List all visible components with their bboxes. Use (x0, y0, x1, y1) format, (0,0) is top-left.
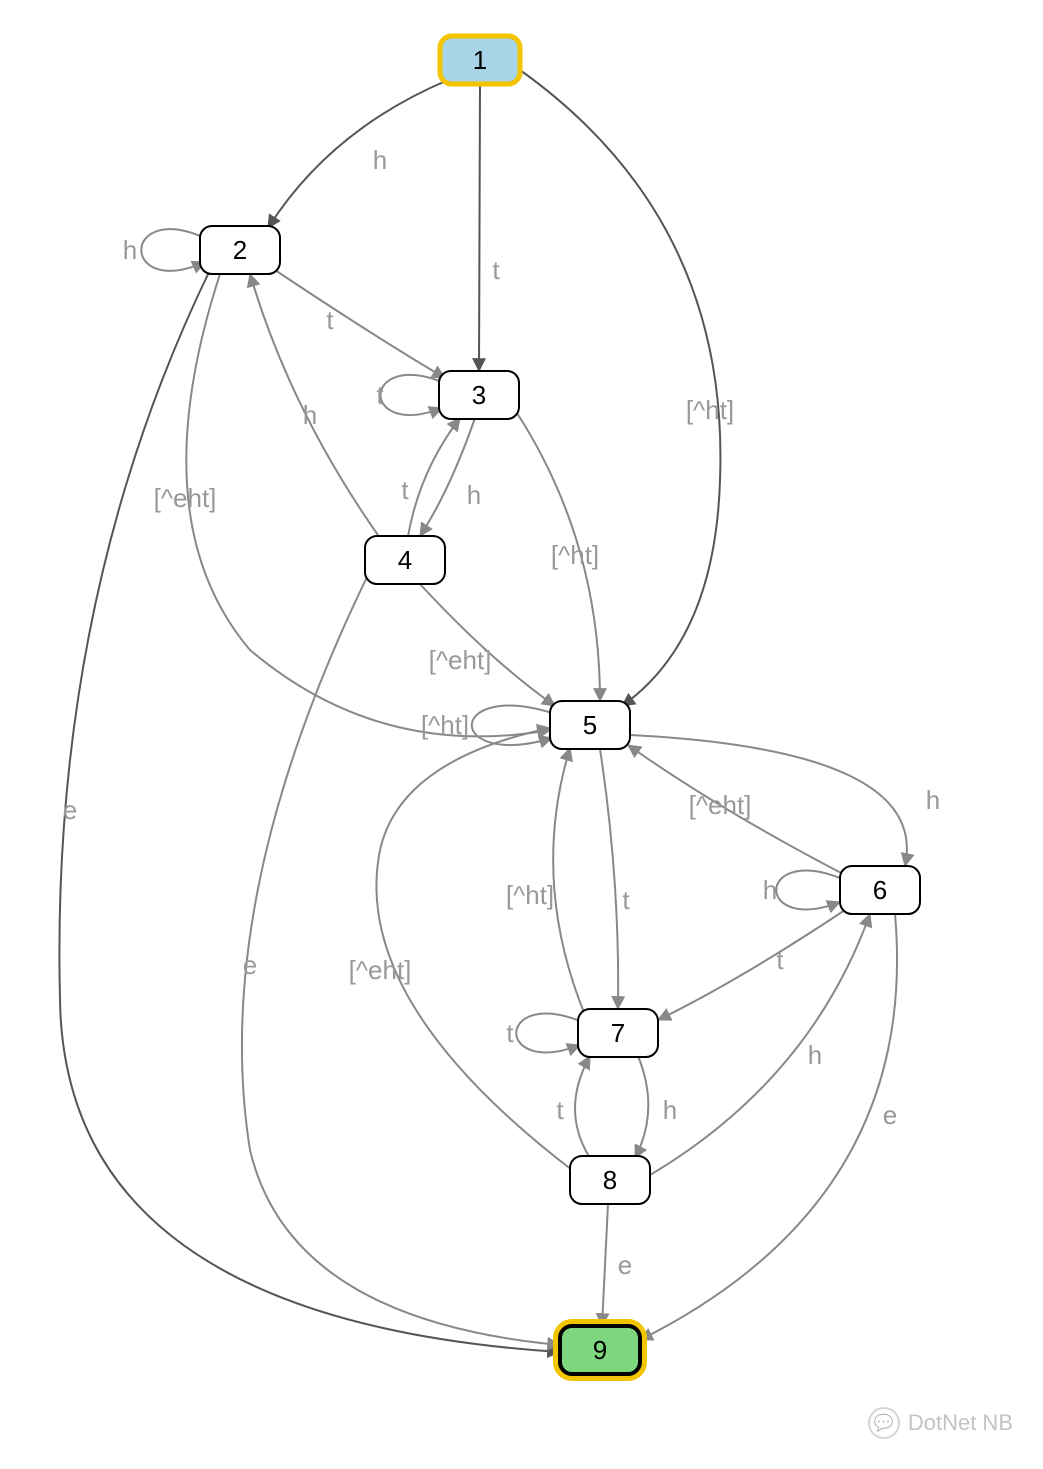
edge-label-3-4: h (467, 480, 481, 510)
edge-6-9 (640, 914, 897, 1340)
edge-7-7 (516, 1014, 580, 1053)
node-4: 4 (365, 536, 445, 584)
edge-6-6 (776, 871, 840, 910)
edge-label-6-5: [^eht] (689, 790, 752, 820)
node-label-7: 7 (611, 1018, 625, 1048)
edge-label-4-2: h (303, 400, 317, 430)
node-label-3: 3 (472, 380, 486, 410)
edge-label-5-5: [^ht] (421, 710, 469, 740)
edge-label-3-5: [^ht] (551, 540, 599, 570)
edge-8-6 (650, 914, 870, 1175)
edge-label-8-5: [^eht] (349, 955, 412, 985)
wechat-icon: 💬 (868, 1407, 900, 1439)
edge-label-6-6: h (763, 875, 777, 905)
edge-label-8-6: h (808, 1040, 822, 1070)
edge-label-2-9: e (63, 795, 77, 825)
edge-8-9 (602, 1204, 608, 1326)
state-diagram: h t [^ht] h t [^eht] e t h [^ht] h t [^eht] e [^ht] h t [… (0, 0, 1043, 1469)
edge-3-3 (381, 375, 443, 415)
edge-2-9 (59, 270, 560, 1352)
edge-label-2-3: t (326, 305, 334, 335)
edge-label-1-2: h (373, 145, 387, 175)
node-1: 1 (440, 36, 520, 84)
edge-8-5 (376, 728, 572, 1170)
edge-5-7 (600, 749, 618, 1009)
node-label-2: 2 (233, 235, 247, 265)
edge-label-2-5: [^eht] (154, 483, 217, 513)
node-label-4: 4 (398, 545, 412, 575)
edge-5-6 (630, 735, 907, 866)
edge-label-3-3: t (376, 380, 384, 410)
edge-2-2 (141, 229, 205, 271)
node-7: 7 (578, 1009, 658, 1057)
node-5: 5 (550, 701, 630, 749)
edge-label-4-3: t (401, 475, 409, 505)
node-6: 6 (840, 866, 920, 914)
node-9: 9 (556, 1322, 644, 1378)
edge-label-6-7: t (776, 945, 784, 975)
edge-7-5 (553, 748, 585, 1015)
edge-label-1-5: [^ht] (686, 395, 734, 425)
node-2: 2 (200, 226, 280, 274)
edge-label-2-2: h (123, 235, 137, 265)
watermark-text: DotNet NB (908, 1410, 1013, 1436)
edge-6-7 (658, 908, 848, 1020)
edge-label-1-3: t (492, 255, 500, 285)
node-3: 3 (439, 371, 519, 419)
edge-label-8-9: e (618, 1250, 632, 1280)
edge-label-7-8: h (663, 1095, 677, 1125)
edge-label-7-7: t (506, 1018, 514, 1048)
edges-layer: h t [^ht] h t [^eht] e t h [^ht] h t [^eht] e [^ht] h t [… (59, 70, 940, 1352)
edge-label-6-9: e (883, 1100, 897, 1130)
node-label-5: 5 (583, 710, 597, 740)
watermark: 💬 DotNet NB (868, 1407, 1013, 1439)
nodes-layer: 1 2 3 4 5 6 7 8 9 (200, 36, 920, 1378)
edge-label-5-6: h (926, 785, 940, 815)
edge-2-3 (275, 270, 445, 378)
edge-1-5 (520, 70, 720, 706)
edge-1-2 (268, 80, 448, 228)
edge-2-5 (186, 274, 550, 736)
node-label-1: 1 (473, 45, 487, 75)
edge-label-7-5: [^ht] (506, 880, 554, 910)
edge-label-5-7: t (622, 885, 630, 915)
edge-1-3 (479, 84, 480, 371)
edge-label-4-5: [^eht] (429, 645, 492, 675)
node-8: 8 (570, 1156, 650, 1204)
edge-label-8-7: t (556, 1095, 564, 1125)
edge-label-4-9: e (243, 950, 257, 980)
edge-8-7 (575, 1056, 590, 1158)
node-label-8: 8 (603, 1165, 617, 1195)
edge-7-8 (635, 1056, 648, 1158)
node-label-9: 9 (593, 1335, 607, 1365)
node-label-6: 6 (873, 875, 887, 905)
edge-5-5 (472, 706, 552, 745)
